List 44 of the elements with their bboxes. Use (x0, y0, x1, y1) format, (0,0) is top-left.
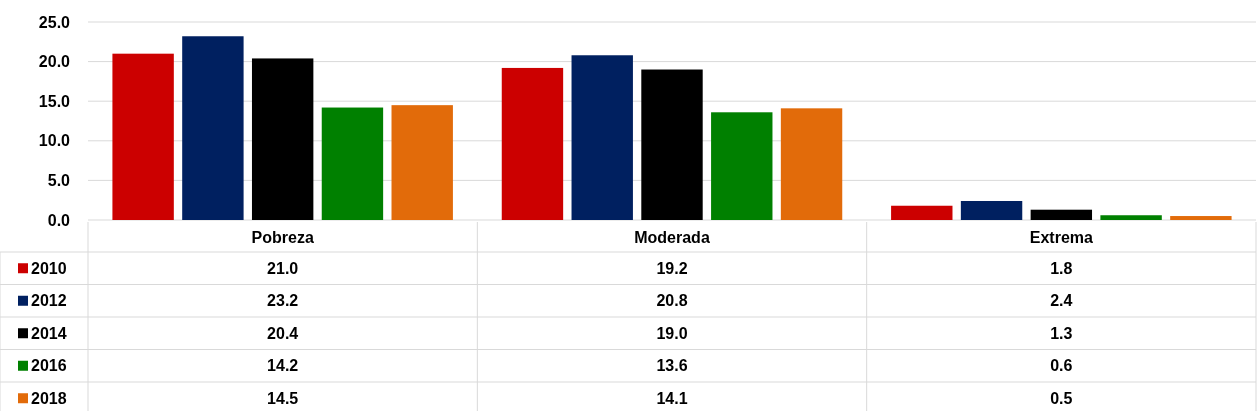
data-label: 0.5 (1050, 389, 1073, 407)
y-tick-label: 5.0 (47, 172, 71, 189)
data-label: 14.5 (267, 389, 299, 407)
data-label: 0.6 (1050, 357, 1073, 375)
bar (711, 112, 773, 220)
legend-label: 2014 (31, 324, 67, 342)
y-tick-label: 0.0 (47, 211, 71, 229)
data-label: 20.4 (267, 324, 299, 342)
data-label: 19.2 (656, 259, 688, 277)
bar (501, 67, 564, 220)
bar (641, 69, 703, 220)
legend-label: 2012 (31, 292, 67, 310)
bar (112, 53, 174, 220)
bar (1170, 216, 1232, 220)
bar (391, 105, 453, 220)
bar (321, 107, 384, 220)
data-label: 14.2 (267, 357, 299, 375)
x-tick-label: Extrema (1029, 228, 1094, 246)
data-label: 23.2 (267, 292, 299, 310)
bar (571, 55, 633, 220)
bar (1030, 209, 1093, 220)
data-label: 14.1 (656, 389, 688, 407)
legend-label: 2018 (31, 389, 67, 407)
x-tick-label: Pobreza (251, 228, 314, 246)
data-label: 19.0 (656, 324, 688, 342)
bar (1100, 215, 1162, 220)
y-tick-label: 15.0 (38, 92, 71, 110)
data-label: 20.8 (656, 292, 688, 310)
legend-label: 2010 (31, 259, 67, 277)
data-label: 13.6 (656, 357, 688, 375)
bar (251, 58, 314, 220)
legend-label: 2016 (31, 357, 67, 375)
data-label: 21.0 (267, 259, 299, 277)
bar (182, 36, 244, 220)
bar (960, 200, 1023, 220)
data-label: 2.4 (1050, 292, 1073, 310)
y-tick-label: 25.0 (38, 13, 71, 31)
bar (780, 108, 843, 220)
data-label: 1.8 (1050, 259, 1073, 277)
y-tick-label: 10.0 (38, 132, 71, 150)
data-label: 1.3 (1050, 324, 1073, 342)
x-tick-label: Moderada (634, 228, 710, 246)
y-tick-label: 20.0 (38, 53, 71, 71)
bar (891, 205, 953, 220)
